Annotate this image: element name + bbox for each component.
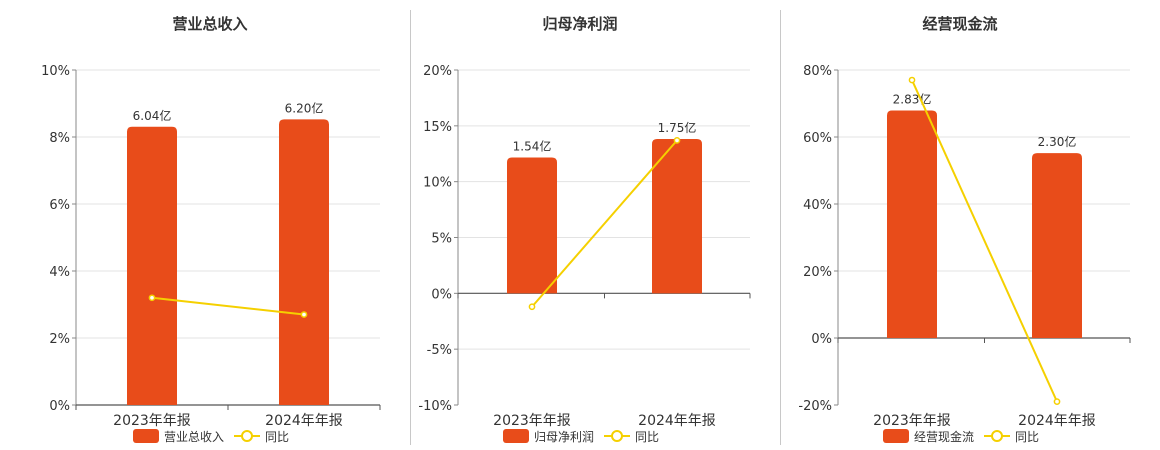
y-tick-label: 10% xyxy=(423,176,452,191)
chart-title: 营业总收入 xyxy=(172,15,247,33)
bar-data-label: 6.04亿 xyxy=(133,108,172,123)
yoy-point xyxy=(148,294,156,302)
y-tick-label: -5% xyxy=(427,343,452,358)
legend-bar-swatch xyxy=(133,429,159,443)
bar xyxy=(887,110,937,338)
legend-line-marker xyxy=(991,430,1003,442)
bar-data-label: 2.83亿 xyxy=(893,91,932,106)
panel-divider xyxy=(410,10,411,445)
legend-line-label: 同比 xyxy=(265,430,289,444)
bar xyxy=(507,157,557,294)
panel-divider xyxy=(780,10,781,445)
legend-bar-label: 归母净利润 xyxy=(534,430,594,444)
x-tick-label: 2024年年报 xyxy=(1018,413,1096,429)
y-tick-label: 4% xyxy=(49,265,70,280)
y-tick-label: -20% xyxy=(798,399,832,414)
legend-line-marker xyxy=(611,430,623,442)
y-tick-label: 20% xyxy=(423,64,452,79)
bar-data-label: 1.54亿 xyxy=(513,138,552,153)
chart-title: 经营现金流 xyxy=(922,15,997,33)
bar xyxy=(652,138,702,294)
y-tick-label: 10% xyxy=(41,64,70,79)
y-tick-label: 15% xyxy=(423,120,452,135)
bar xyxy=(279,119,329,405)
legend-bar-swatch xyxy=(503,429,529,443)
x-tick-label: 2023年年报 xyxy=(493,413,571,429)
y-tick-label: -10% xyxy=(418,399,452,414)
y-tick-label: 2% xyxy=(49,332,70,347)
bar-data-label: 2.30亿 xyxy=(1038,134,1077,149)
bar xyxy=(1032,153,1082,338)
x-tick-label: 2023年年报 xyxy=(113,413,191,429)
y-tick-label: 0% xyxy=(811,332,832,347)
bar-data-label: 1.75亿 xyxy=(658,120,697,135)
x-tick-label: 2023年年报 xyxy=(873,413,951,429)
yoy-line xyxy=(151,296,305,316)
x-tick-label: 2024年年报 xyxy=(638,413,716,429)
y-tick-label: 8% xyxy=(49,131,70,146)
legend-line-marker xyxy=(241,430,253,442)
yoy-point xyxy=(673,137,681,144)
yoy-point xyxy=(908,76,916,84)
bar-data-label: 6.20亿 xyxy=(285,100,324,115)
chart-title: 归母净利润 xyxy=(542,15,617,33)
y-tick-label: 0% xyxy=(431,287,452,302)
y-tick-label: 6% xyxy=(49,198,70,213)
legend-line-label: 同比 xyxy=(635,430,659,444)
y-tick-label: 40% xyxy=(803,198,832,213)
legend-bar-label: 经营现金流 xyxy=(914,429,974,444)
x-tick-label: 2024年年报 xyxy=(265,413,343,429)
yoy-point xyxy=(1053,398,1061,405)
legend-line-label: 同比 xyxy=(1015,430,1039,444)
y-tick-label: 5% xyxy=(431,232,452,247)
y-tick-label: 20% xyxy=(803,265,832,280)
yoy-line xyxy=(911,79,1058,403)
y-tick-label: 80% xyxy=(803,64,832,79)
bar xyxy=(127,126,177,405)
yoy-point xyxy=(528,303,536,311)
legend-bar-swatch xyxy=(883,429,909,443)
y-tick-label: 0% xyxy=(49,399,70,414)
yoy-line xyxy=(531,139,678,308)
y-tick-label: 60% xyxy=(803,131,832,146)
yoy-point xyxy=(300,311,308,318)
legend-bar-label: 营业总收入 xyxy=(164,430,224,444)
